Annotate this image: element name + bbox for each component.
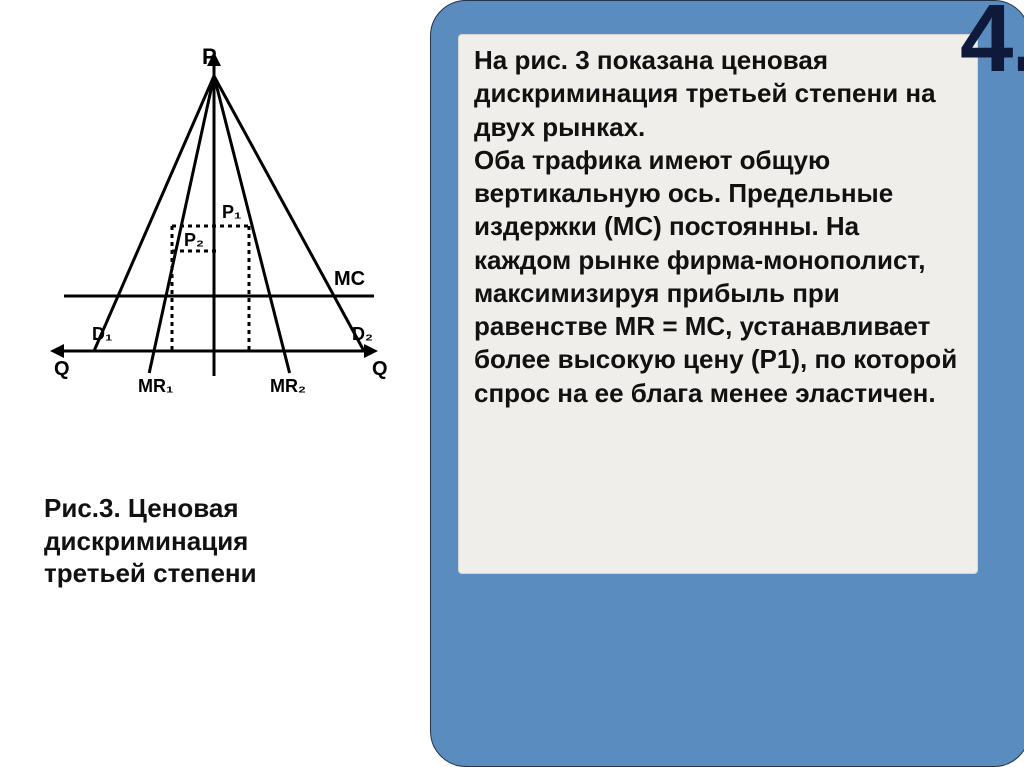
figure-caption: Рис.3. Ценовая дискриминация третьей сте… — [44, 492, 257, 590]
diagram-label-p: P — [202, 44, 217, 70]
diagram-label-q_r: Q — [372, 358, 388, 381]
diagram-label-p1: P₁ — [222, 202, 241, 223]
diagram-label-mr1: MR₁ — [138, 376, 173, 397]
diagram-label-mc: MC — [334, 268, 365, 291]
diagram-label-d1: D₁ — [92, 324, 112, 345]
diagram-label-mr2: MR₂ — [270, 376, 306, 397]
diagram-label-p2: P₂ — [184, 230, 204, 251]
diagram-label-q_l: Q — [54, 358, 70, 381]
diagram-label-d2: D₂ — [352, 324, 373, 345]
diagram-svg — [34, 36, 394, 416]
text-card: На рис. 3 показана ценовая дискриминация… — [458, 34, 978, 574]
slide-number: 4. — [960, 0, 1024, 94]
body-text: На рис. 3 показана ценовая дискриминация… — [474, 44, 962, 410]
slide-stage: На рис. 3 показана ценовая дискриминация… — [0, 0, 1024, 767]
econ-diagram: P MC Q Q D₁ D₂ MR₁ MR₂ P₁ P₂ — [34, 36, 394, 416]
